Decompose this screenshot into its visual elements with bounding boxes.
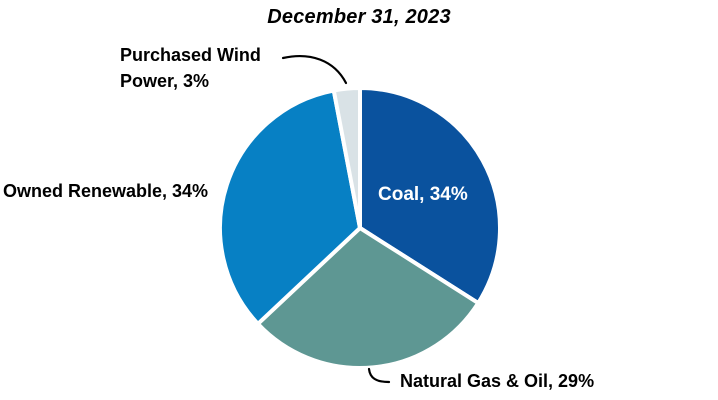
leader-line-natural-gas	[367, 367, 391, 384]
slice-label-owned-renewable: Owned Renewable, 34%	[3, 181, 209, 201]
slice-label-natural-gas-oil: Natural Gas & Oil, 29%	[400, 371, 595, 391]
pie-slice-purchased-wind-power	[331, 86, 362, 230]
slice-label-purchased-wind-power: Purchased Wind Power, 3%	[120, 42, 261, 94]
slice-label-purchased-wind-line2: Power, 3%	[120, 71, 210, 91]
pie-slice-owned-renewable	[217, 88, 362, 326]
slice-label-purchased-wind-line1: Purchased Wind	[120, 45, 261, 65]
pie-slices	[217, 86, 502, 370]
chart-title: December 31, 2023	[267, 6, 451, 28]
slice-label-coal: Coal, 34%	[378, 184, 468, 205]
pie-slice-natural-gas-oil	[255, 226, 481, 370]
leader-line-purchased-wind	[281, 54, 348, 85]
